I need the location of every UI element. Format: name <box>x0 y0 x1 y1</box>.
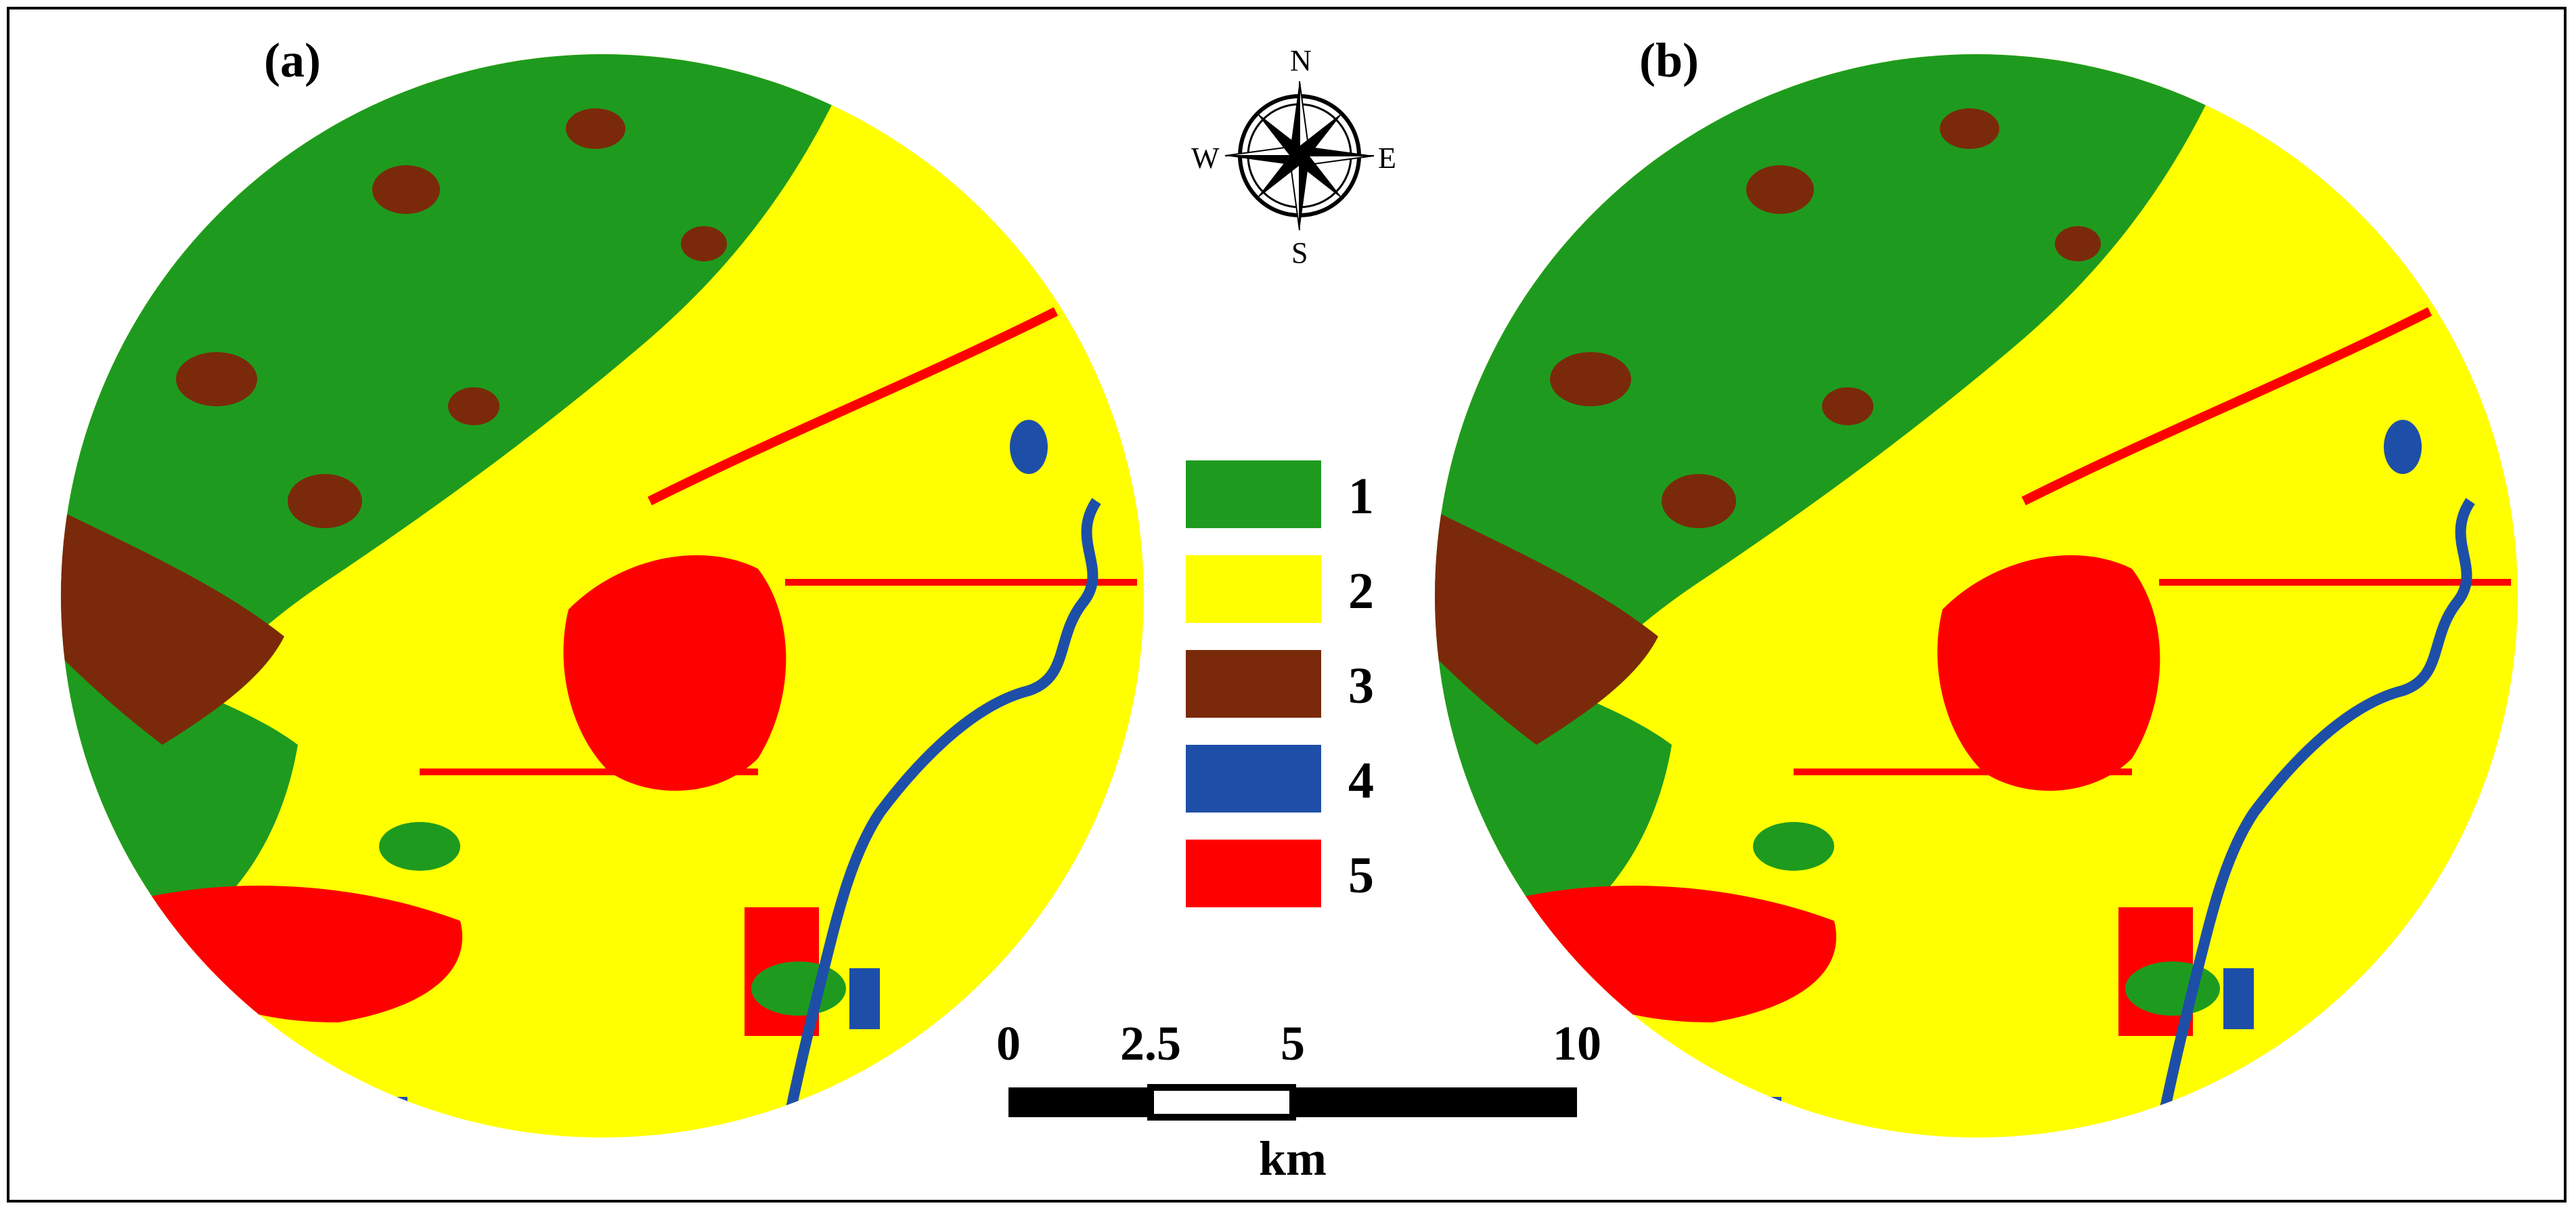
legend-swatch <box>1186 460 1321 528</box>
class-4-area <box>393 1097 407 1138</box>
class-5-area <box>2021 307 2433 506</box>
legend-label: 5 <box>1348 847 1374 904</box>
class-3-area <box>61 501 284 745</box>
scale-tick-0: 0 <box>996 1016 1021 1070</box>
legend-item: 2 <box>1186 555 1374 623</box>
class-4-area <box>2154 498 2475 1138</box>
class-5-area <box>1482 885 1837 1022</box>
compass-south: S <box>1291 236 1308 269</box>
compass-rose: N S E W <box>1191 44 1408 269</box>
scale-bar-graphic <box>1008 1084 1577 1121</box>
scale-tick-10: 10 <box>1553 1016 1601 1070</box>
class-3-area <box>176 352 257 406</box>
scale-segment <box>1147 1084 1296 1121</box>
scale-tick-5: 5 <box>1281 1016 1305 1070</box>
class-3-area <box>566 108 625 149</box>
scale-segment <box>1293 1087 1577 1117</box>
legend-item: 5 <box>1186 840 1374 907</box>
class-3-area <box>1496 223 1550 264</box>
legend-label: 1 <box>1348 468 1374 525</box>
class-1-area <box>751 961 846 1016</box>
legend-label: 2 <box>1348 563 1374 620</box>
class-1-area <box>379 822 460 871</box>
class-3-area <box>681 226 727 261</box>
class-3-area <box>288 474 362 528</box>
class-5-area <box>108 885 463 1022</box>
legend-item: 1 <box>1186 460 1374 528</box>
land-cover-map-a <box>61 54 1144 1138</box>
scale-segment <box>1008 1087 1151 1117</box>
legend-label: 4 <box>1348 752 1374 809</box>
class-3-area <box>1822 387 1873 425</box>
class-3-area <box>1550 352 1631 406</box>
class-3-area <box>2055 226 2101 261</box>
class-1-area <box>1753 822 1834 871</box>
legend-swatch <box>1186 840 1321 907</box>
class-4-area <box>2384 420 2422 474</box>
legend-swatch <box>1186 555 1321 623</box>
legend-swatch <box>1186 650 1321 718</box>
class-5-area <box>647 307 1059 506</box>
legend-item: 4 <box>1186 745 1374 813</box>
compass-rose-icon <box>1224 81 1375 231</box>
class-4-area <box>1767 1097 1781 1138</box>
class-3-area <box>448 387 499 425</box>
class-4-area <box>1010 420 1048 474</box>
scale-bar: 0 2.5 5 10 km <box>995 1016 1601 1192</box>
legend-swatch <box>1186 745 1321 813</box>
land-cover-map-b <box>1435 54 2518 1138</box>
panel-label-a: (a) <box>264 33 321 87</box>
panel-label-b: (b) <box>1639 33 1699 87</box>
scale-tick-2-5: 2.5 <box>1120 1016 1181 1070</box>
class-3-area <box>1940 108 1999 149</box>
compass-east: E <box>1378 142 1396 175</box>
compass-north: N <box>1290 44 1312 77</box>
class-3-area <box>372 165 440 214</box>
class-4-area <box>849 968 880 1029</box>
compass-west: W <box>1191 142 1220 175</box>
class-3-area <box>1662 474 1736 528</box>
class-3-area <box>1746 165 1814 214</box>
legend-label: 3 <box>1348 657 1374 714</box>
class-4-area <box>2223 968 2254 1029</box>
class-4-area <box>780 498 1101 1138</box>
class-3-area <box>1435 501 1658 745</box>
legend-item: 3 <box>1186 650 1374 718</box>
scale-unit: km <box>1258 1131 1327 1186</box>
class-5-area <box>563 555 786 791</box>
class-5-area <box>1937 555 2160 791</box>
class-3-area <box>122 223 176 264</box>
class-1-area <box>2125 961 2220 1016</box>
